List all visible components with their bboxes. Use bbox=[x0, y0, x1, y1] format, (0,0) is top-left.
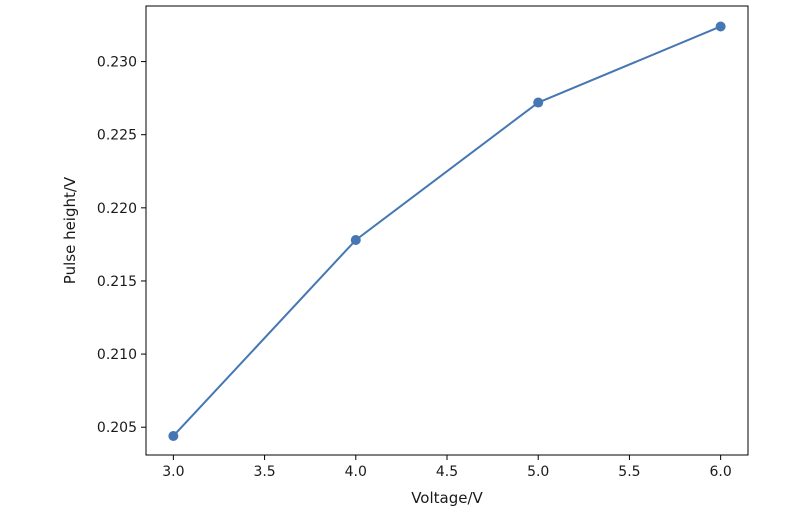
x-tick-label: 5.0 bbox=[527, 464, 549, 480]
y-tick-label: 0.205 bbox=[97, 420, 137, 436]
y-tick-label: 0.225 bbox=[97, 128, 137, 144]
x-tick-label: 6.0 bbox=[710, 464, 732, 480]
data-point bbox=[350, 235, 361, 246]
x-tick-label: 3.0 bbox=[162, 464, 184, 480]
x-axis-label: Voltage/V bbox=[411, 489, 483, 506]
x-axis: 3.0 3.5 4.0 4.5 5.0 5.5 6.0 bbox=[162, 455, 732, 480]
y-tick-label: 0.230 bbox=[97, 55, 137, 71]
series-line bbox=[172, 25, 722, 437]
y-axis: 0.205 0.210 0.215 0.220 0.225 0.230 bbox=[97, 55, 146, 436]
data-point bbox=[168, 430, 179, 441]
x-tick-label: 4.5 bbox=[436, 464, 458, 480]
data-point bbox=[715, 21, 726, 32]
y-tick-label: 0.210 bbox=[97, 347, 137, 363]
data-point bbox=[533, 97, 544, 108]
y-axis-label: Pulse height/V bbox=[61, 176, 79, 284]
y-tick-label: 0.220 bbox=[97, 201, 137, 217]
x-tick-label: 5.5 bbox=[618, 464, 640, 480]
x-tick-label: 3.5 bbox=[253, 464, 275, 480]
y-tick-label: 0.215 bbox=[97, 274, 137, 290]
x-tick-label: 4.0 bbox=[345, 464, 367, 480]
